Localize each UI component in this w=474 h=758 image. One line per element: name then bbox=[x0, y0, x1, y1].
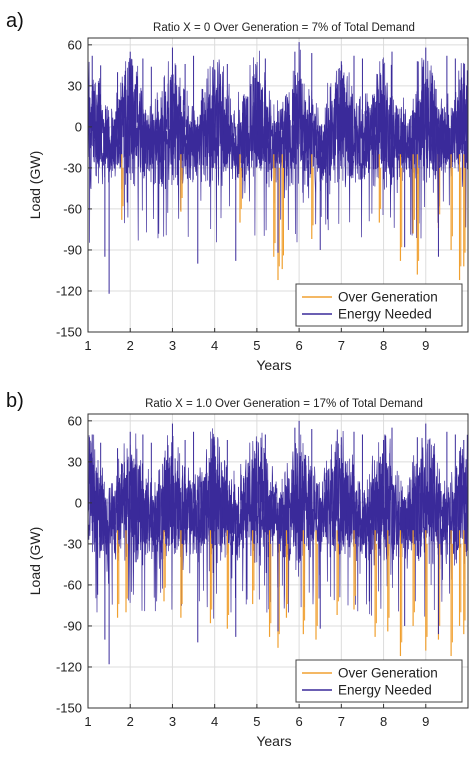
x-tick-label: 7 bbox=[338, 338, 345, 353]
y-tick-label: -150 bbox=[56, 701, 82, 716]
x-tick-label: 5 bbox=[253, 338, 260, 353]
legend: Over Generation Energy Needed bbox=[295, 283, 463, 327]
panel-b: b) -150 -120 -90 -60 -30 0 30 60 1 2 3 4 5 6 7 8 9 Ratio … bbox=[0, 380, 474, 758]
series-energy-needed bbox=[87, 42, 465, 294]
y-tick-label: -90 bbox=[63, 242, 82, 257]
y-tick-label: 0 bbox=[75, 119, 82, 134]
y-tick-label: -30 bbox=[63, 536, 82, 551]
legend-entry: Over Generation bbox=[338, 666, 438, 681]
y-tick-label: -30 bbox=[63, 160, 82, 175]
chart-title: Ratio X = 1.0 Over Generation = 17% of T… bbox=[145, 398, 423, 410]
x-tick-label: 2 bbox=[127, 714, 134, 729]
y-tick-label: 60 bbox=[68, 37, 82, 52]
y-tick-label: 0 bbox=[75, 495, 82, 510]
x-tick-label: 9 bbox=[422, 714, 429, 729]
y-tick-label: 60 bbox=[68, 413, 82, 428]
series-over-generation bbox=[121, 154, 466, 281]
y-tick-label: -120 bbox=[56, 659, 82, 674]
axes-box bbox=[87, 37, 469, 333]
y-tick-label: -150 bbox=[56, 325, 82, 340]
legend-entry: Energy Needed bbox=[338, 683, 432, 698]
x-tick-label: 1 bbox=[84, 338, 91, 353]
x-tick-label: 5 bbox=[253, 714, 260, 729]
panel-label: a) bbox=[6, 10, 24, 32]
x-tick-label: 7 bbox=[338, 714, 345, 729]
x-tick-label: 2 bbox=[127, 338, 134, 353]
panel-label: b) bbox=[6, 390, 24, 412]
x-tick-label: 4 bbox=[211, 338, 218, 353]
x-tick-label: 6 bbox=[295, 714, 302, 729]
x-axis-label: Years bbox=[256, 733, 291, 749]
series-over-generation bbox=[116, 530, 466, 657]
legend-box bbox=[295, 283, 463, 327]
chart-a: -150 -120 -90 -60 -30 0 30 60 1 2 3 4 5 6 7 8 9 Ratio X =… bbox=[27, 22, 469, 373]
y-tick-label: -120 bbox=[56, 283, 82, 298]
legend: Over Generation Energy Needed bbox=[295, 659, 463, 703]
panel-a: a) -150 -120 -90 -60 -30 0 30 60 1 2 3 4 5 6 7 8 9 Ratio … bbox=[6, 10, 469, 373]
x-tick-label: 6 bbox=[295, 338, 302, 353]
legend-entry: Over Generation bbox=[338, 290, 438, 305]
series-energy-needed bbox=[87, 420, 465, 665]
x-tick-label: 4 bbox=[211, 714, 218, 729]
x-tick-label: 9 bbox=[422, 338, 429, 353]
legend-box bbox=[295, 659, 463, 703]
x-tick-label: 3 bbox=[169, 714, 176, 729]
axes-box bbox=[87, 413, 469, 709]
y-axis-label: Load (GW) bbox=[27, 151, 43, 219]
legend-entry: Energy Needed bbox=[338, 307, 432, 322]
y-tick-label: 30 bbox=[68, 78, 82, 93]
x-axis-label: Years bbox=[256, 357, 291, 373]
x-tick-label: 3 bbox=[169, 338, 176, 353]
y-axis-label: Load (GW) bbox=[27, 527, 43, 595]
y-tick-label: -90 bbox=[63, 618, 82, 633]
x-tick-label: 1 bbox=[84, 714, 91, 729]
y-tick-label: -60 bbox=[63, 577, 82, 592]
x-tick-label: 8 bbox=[380, 338, 387, 353]
y-tick-label: 30 bbox=[68, 454, 82, 469]
x-tick-label: 8 bbox=[380, 714, 387, 729]
y-tick-label: -60 bbox=[63, 201, 82, 216]
chart-title: Ratio X = 0 Over Generation = 7% of Tota… bbox=[153, 22, 415, 34]
chart-b: -150 -120 -90 -60 -30 0 30 60 1 2 3 4 5 6 7 8 9 Ratio X =… bbox=[27, 398, 469, 749]
